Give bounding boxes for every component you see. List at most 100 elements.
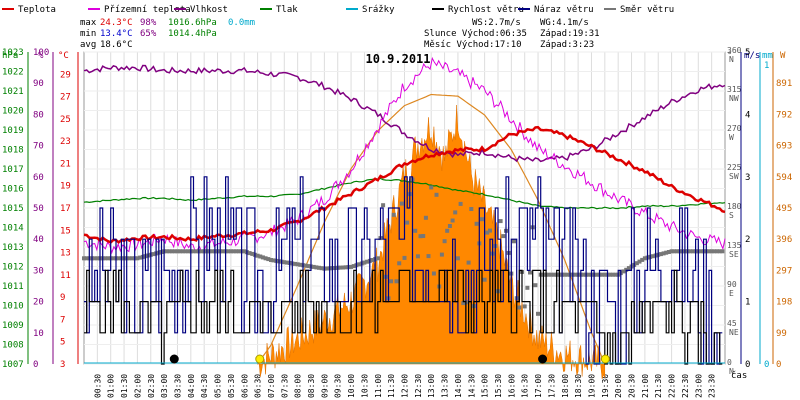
time-tick: 04:00 bbox=[187, 374, 196, 398]
temperature-unit: °C bbox=[58, 51, 69, 61]
wind-direction-point bbox=[351, 264, 356, 269]
wind-direction-point bbox=[180, 249, 185, 254]
wind-direction-point bbox=[298, 262, 303, 267]
sunset-marker bbox=[600, 354, 610, 364]
solar-tick: 0 bbox=[776, 360, 781, 370]
direction-tick: 0 bbox=[727, 358, 732, 367]
wind-direction-point bbox=[325, 266, 329, 271]
time-tick: 08:30 bbox=[307, 374, 316, 398]
wind-direction-point bbox=[666, 250, 671, 254]
time-axis-label: čas bbox=[731, 370, 747, 381]
legend-label: Přízemní teplota bbox=[104, 5, 191, 15]
wind-direction-point bbox=[634, 261, 639, 266]
direction-tick: 315 bbox=[727, 85, 742, 94]
wind-direction-point bbox=[658, 252, 663, 257]
wind-direction-point bbox=[450, 218, 455, 223]
legend-entry: Přízemní teplota bbox=[88, 5, 191, 15]
wind-direction-point bbox=[343, 265, 348, 270]
pressure-tick: 1008 bbox=[2, 341, 24, 351]
stat-value: 0.0mm bbox=[228, 18, 255, 28]
time-tick: 18:00 bbox=[561, 374, 570, 398]
time-tick: 03:30 bbox=[173, 374, 182, 398]
wind-direction-point bbox=[349, 264, 354, 269]
direction-tick-label: N bbox=[729, 367, 734, 376]
wind-direction-point bbox=[613, 272, 618, 277]
wind-direction-point bbox=[394, 279, 399, 284]
wind-direction-point bbox=[469, 207, 474, 211]
direction-tick-label: NW bbox=[729, 94, 739, 103]
wind-direction-point bbox=[431, 271, 436, 276]
time-tick: 06:00 bbox=[240, 374, 249, 398]
temperature-tick: 15 bbox=[60, 226, 71, 236]
moonrise-marker bbox=[538, 354, 548, 364]
time-tick: 12:30 bbox=[414, 374, 423, 398]
wind-direction-point bbox=[517, 305, 522, 310]
wind-direction-point bbox=[640, 257, 645, 262]
wind-direction-point bbox=[362, 260, 367, 265]
humidity-tick: 80 bbox=[33, 110, 44, 120]
wind-direction-point bbox=[370, 258, 375, 262]
time-tick: 16:00 bbox=[507, 374, 516, 398]
direction-tick: 225 bbox=[727, 163, 742, 172]
wind-direction-point bbox=[92, 256, 97, 261]
stat-value: 98% bbox=[140, 18, 157, 28]
time-tick: 14:30 bbox=[467, 374, 476, 398]
wind-direction-point bbox=[82, 256, 86, 261]
solar-tick: 198 bbox=[776, 298, 792, 308]
wind-direction-point bbox=[565, 272, 570, 277]
time-tick: 01:30 bbox=[120, 374, 129, 398]
wind-direction-point bbox=[522, 304, 527, 309]
legend-label: Rychlost větru bbox=[448, 5, 524, 15]
wind-direction-point bbox=[594, 272, 599, 277]
wind-direction-point bbox=[306, 264, 311, 269]
time-tick: 21:30 bbox=[654, 374, 663, 398]
wind-direction-point bbox=[242, 249, 247, 254]
time-tick: 23:30 bbox=[708, 374, 717, 398]
time-tick: 02:00 bbox=[133, 374, 142, 398]
pressure-tick: 1007 bbox=[2, 360, 24, 370]
direction-tick: 360 bbox=[727, 46, 742, 55]
astro-markers bbox=[169, 354, 610, 364]
legend-label: Teplota bbox=[18, 5, 56, 15]
temperature-tick: 21 bbox=[60, 159, 71, 169]
time-tick: 07:30 bbox=[280, 374, 289, 398]
wind-direction-point bbox=[260, 255, 265, 260]
humidity-tick: 20 bbox=[33, 298, 44, 308]
time-tick: 14:00 bbox=[454, 374, 463, 398]
time-tick: 01:00 bbox=[107, 374, 116, 398]
wind-direction-point bbox=[317, 265, 321, 270]
legend-entry: Tlak bbox=[260, 5, 298, 15]
stat-value: 13.4°C bbox=[100, 29, 133, 39]
wind-direction-point bbox=[375, 256, 380, 261]
sun-info: Slunce Východ:06:35 bbox=[424, 29, 527, 39]
legend-entry: Teplota bbox=[2, 5, 56, 15]
temperature-tick: 27 bbox=[60, 93, 71, 103]
wind-direction-point bbox=[474, 221, 479, 226]
wind-direction-point bbox=[610, 272, 615, 277]
wind-direction-point bbox=[455, 256, 460, 261]
wind-speed-info: WS:2.7m/s bbox=[472, 18, 521, 28]
theoretical-solar-curve bbox=[257, 93, 606, 365]
temperature-tick: 13 bbox=[60, 249, 71, 259]
solar-tick: 396 bbox=[776, 235, 792, 245]
wind-direction-point bbox=[466, 260, 471, 265]
wind-direction-point bbox=[314, 265, 319, 270]
time-tick: 17:30 bbox=[547, 374, 556, 398]
wind-direction-point bbox=[258, 254, 263, 259]
wind-direction-point bbox=[707, 249, 711, 254]
wind-direction-point bbox=[135, 256, 140, 261]
wind-direction-point bbox=[586, 272, 591, 277]
temperature-tick: 19 bbox=[60, 182, 71, 192]
stat-value: 24.3°C bbox=[100, 18, 133, 28]
wind-direction-point bbox=[399, 201, 404, 206]
wind-direction-point bbox=[661, 251, 666, 256]
chart-title: 10.9.2011 bbox=[365, 52, 430, 66]
direction-tick-label: SE bbox=[729, 250, 739, 259]
legend-entry: Srážky bbox=[346, 5, 395, 15]
wind-direction-point bbox=[602, 272, 607, 277]
wind-direction-point bbox=[415, 254, 420, 259]
stat-value: min bbox=[80, 29, 96, 39]
wind-direction-point bbox=[458, 201, 463, 206]
pressure-tick: 1010 bbox=[2, 302, 24, 312]
direction-tick-label: W bbox=[729, 133, 734, 142]
